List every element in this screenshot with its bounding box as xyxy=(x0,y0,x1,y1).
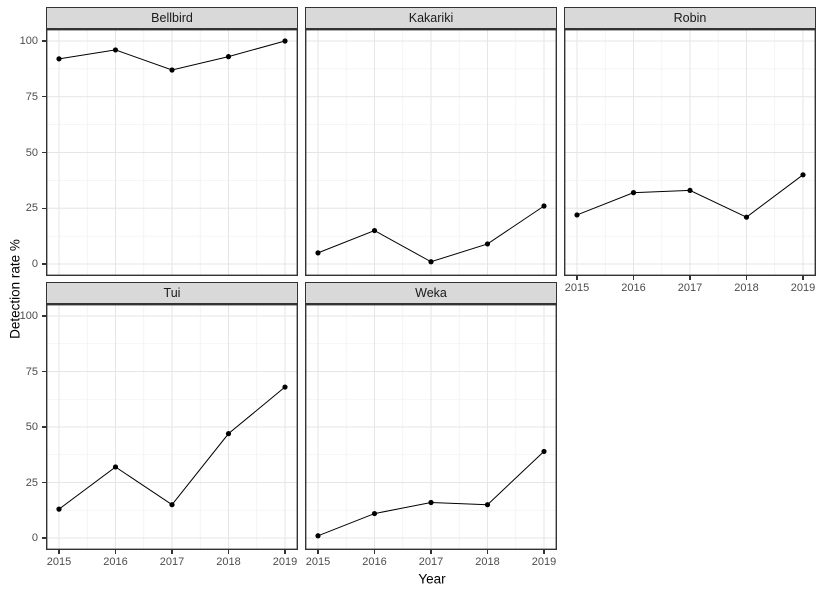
x-tick-label: 2018 xyxy=(475,556,500,568)
y-tick-label: 100 xyxy=(19,310,38,322)
x-tick-label: 2017 xyxy=(418,556,444,568)
facet-strip-label: Bellbird xyxy=(151,11,193,25)
panel-border xyxy=(46,29,298,276)
x-tick-label: 2015 xyxy=(564,282,590,294)
facet-strip-label: Tui xyxy=(163,286,181,300)
facet-plot-area-bellbird xyxy=(46,29,298,276)
x-tick-mark xyxy=(802,276,804,280)
facet-strip: Tui xyxy=(46,282,298,304)
data-point xyxy=(315,250,321,256)
x-tick-label: 2019 xyxy=(790,282,816,294)
data-point xyxy=(687,187,693,194)
data-point xyxy=(282,38,288,44)
x-tick-mark xyxy=(745,276,748,280)
y-tick-mark xyxy=(42,96,46,98)
data-point xyxy=(112,464,119,470)
y-tick-mark xyxy=(42,426,46,428)
x-tick-label: 2016 xyxy=(362,556,387,568)
y-tick-mark xyxy=(42,315,46,317)
data-point xyxy=(484,502,491,508)
x-tick-label: 2018 xyxy=(734,282,759,294)
panel-border xyxy=(305,29,557,276)
facet-strip: Weka xyxy=(305,282,557,304)
x-tick-mark xyxy=(373,550,376,554)
x-tick-label: 2019 xyxy=(531,556,557,568)
y-tick-mark xyxy=(42,481,46,484)
facet-strip-label: Robin xyxy=(673,11,707,25)
x-tick-mark xyxy=(171,550,173,554)
data-point xyxy=(428,499,434,506)
data-point xyxy=(371,227,378,234)
data-point xyxy=(371,510,378,517)
y-tick-mark xyxy=(42,537,46,539)
data-point xyxy=(56,56,62,62)
x-tick-label: 2018 xyxy=(216,556,241,568)
y-tick-label: 75 xyxy=(25,90,38,103)
x-tick-label: 2016 xyxy=(103,556,128,568)
data-point xyxy=(800,172,806,178)
data-point xyxy=(169,502,175,508)
data-point xyxy=(56,506,62,512)
facet-plot-area-kakariki xyxy=(305,29,557,276)
x-tick-label: 2015 xyxy=(46,556,72,568)
x-tick-label: 2016 xyxy=(621,282,646,294)
data-point xyxy=(225,431,232,437)
data-point xyxy=(630,190,637,196)
x-tick-label: 2015 xyxy=(305,556,331,568)
x-axis-title: Year xyxy=(418,571,446,587)
x-tick-label: 2017 xyxy=(677,282,703,294)
y-tick-label: 50 xyxy=(25,421,38,433)
panel-border xyxy=(305,304,557,550)
data-point xyxy=(541,448,547,455)
data-point xyxy=(484,241,491,247)
x-tick-mark xyxy=(486,550,489,554)
data-point xyxy=(112,47,119,53)
y-tick-label: 0 xyxy=(31,532,38,544)
x-tick-mark xyxy=(227,550,230,554)
facet-strip-label: Weka xyxy=(415,286,447,300)
y-tick-label: 25 xyxy=(25,476,38,489)
x-tick-label: 2019 xyxy=(272,556,298,568)
data-point xyxy=(315,533,321,539)
data-point xyxy=(225,54,232,60)
data-point xyxy=(541,203,547,209)
data-point xyxy=(282,384,288,390)
y-tick-mark xyxy=(42,40,46,42)
x-tick-label: 2017 xyxy=(159,556,185,568)
facet-strip: Kakariki xyxy=(305,7,557,29)
data-point xyxy=(743,214,750,220)
data-point xyxy=(428,259,434,265)
y-tick-label: 0 xyxy=(31,258,38,270)
x-tick-mark xyxy=(284,550,286,554)
panel-border xyxy=(564,29,816,276)
facet-plot-area-tui xyxy=(46,304,298,550)
x-tick-mark xyxy=(576,276,578,280)
y-tick-mark xyxy=(42,207,46,209)
facet-strip-label: Kakariki xyxy=(408,11,454,25)
y-tick-mark xyxy=(42,263,46,265)
x-tick-mark xyxy=(430,550,432,554)
y-tick-label: 75 xyxy=(25,365,38,378)
y-tick-label: 100 xyxy=(19,35,38,47)
data-point xyxy=(169,67,175,73)
y-axis-title: Detection rate % xyxy=(7,239,23,339)
y-tick-label: 50 xyxy=(25,146,38,159)
x-tick-mark xyxy=(689,276,691,280)
x-tick-mark xyxy=(632,276,635,280)
facet-strip: Robin xyxy=(564,7,816,29)
x-tick-mark xyxy=(317,550,319,554)
x-tick-mark xyxy=(58,550,60,554)
y-tick-mark xyxy=(42,370,46,373)
facet-strip: Bellbird xyxy=(46,7,298,29)
x-tick-mark xyxy=(543,550,545,554)
facet-plot-area-robin xyxy=(564,29,816,276)
facet-plot-area-weka xyxy=(305,304,557,550)
panel-border xyxy=(46,304,298,550)
y-tick-label: 25 xyxy=(25,202,38,215)
x-tick-mark xyxy=(114,550,117,554)
y-tick-mark xyxy=(42,151,46,154)
data-point xyxy=(574,212,580,218)
